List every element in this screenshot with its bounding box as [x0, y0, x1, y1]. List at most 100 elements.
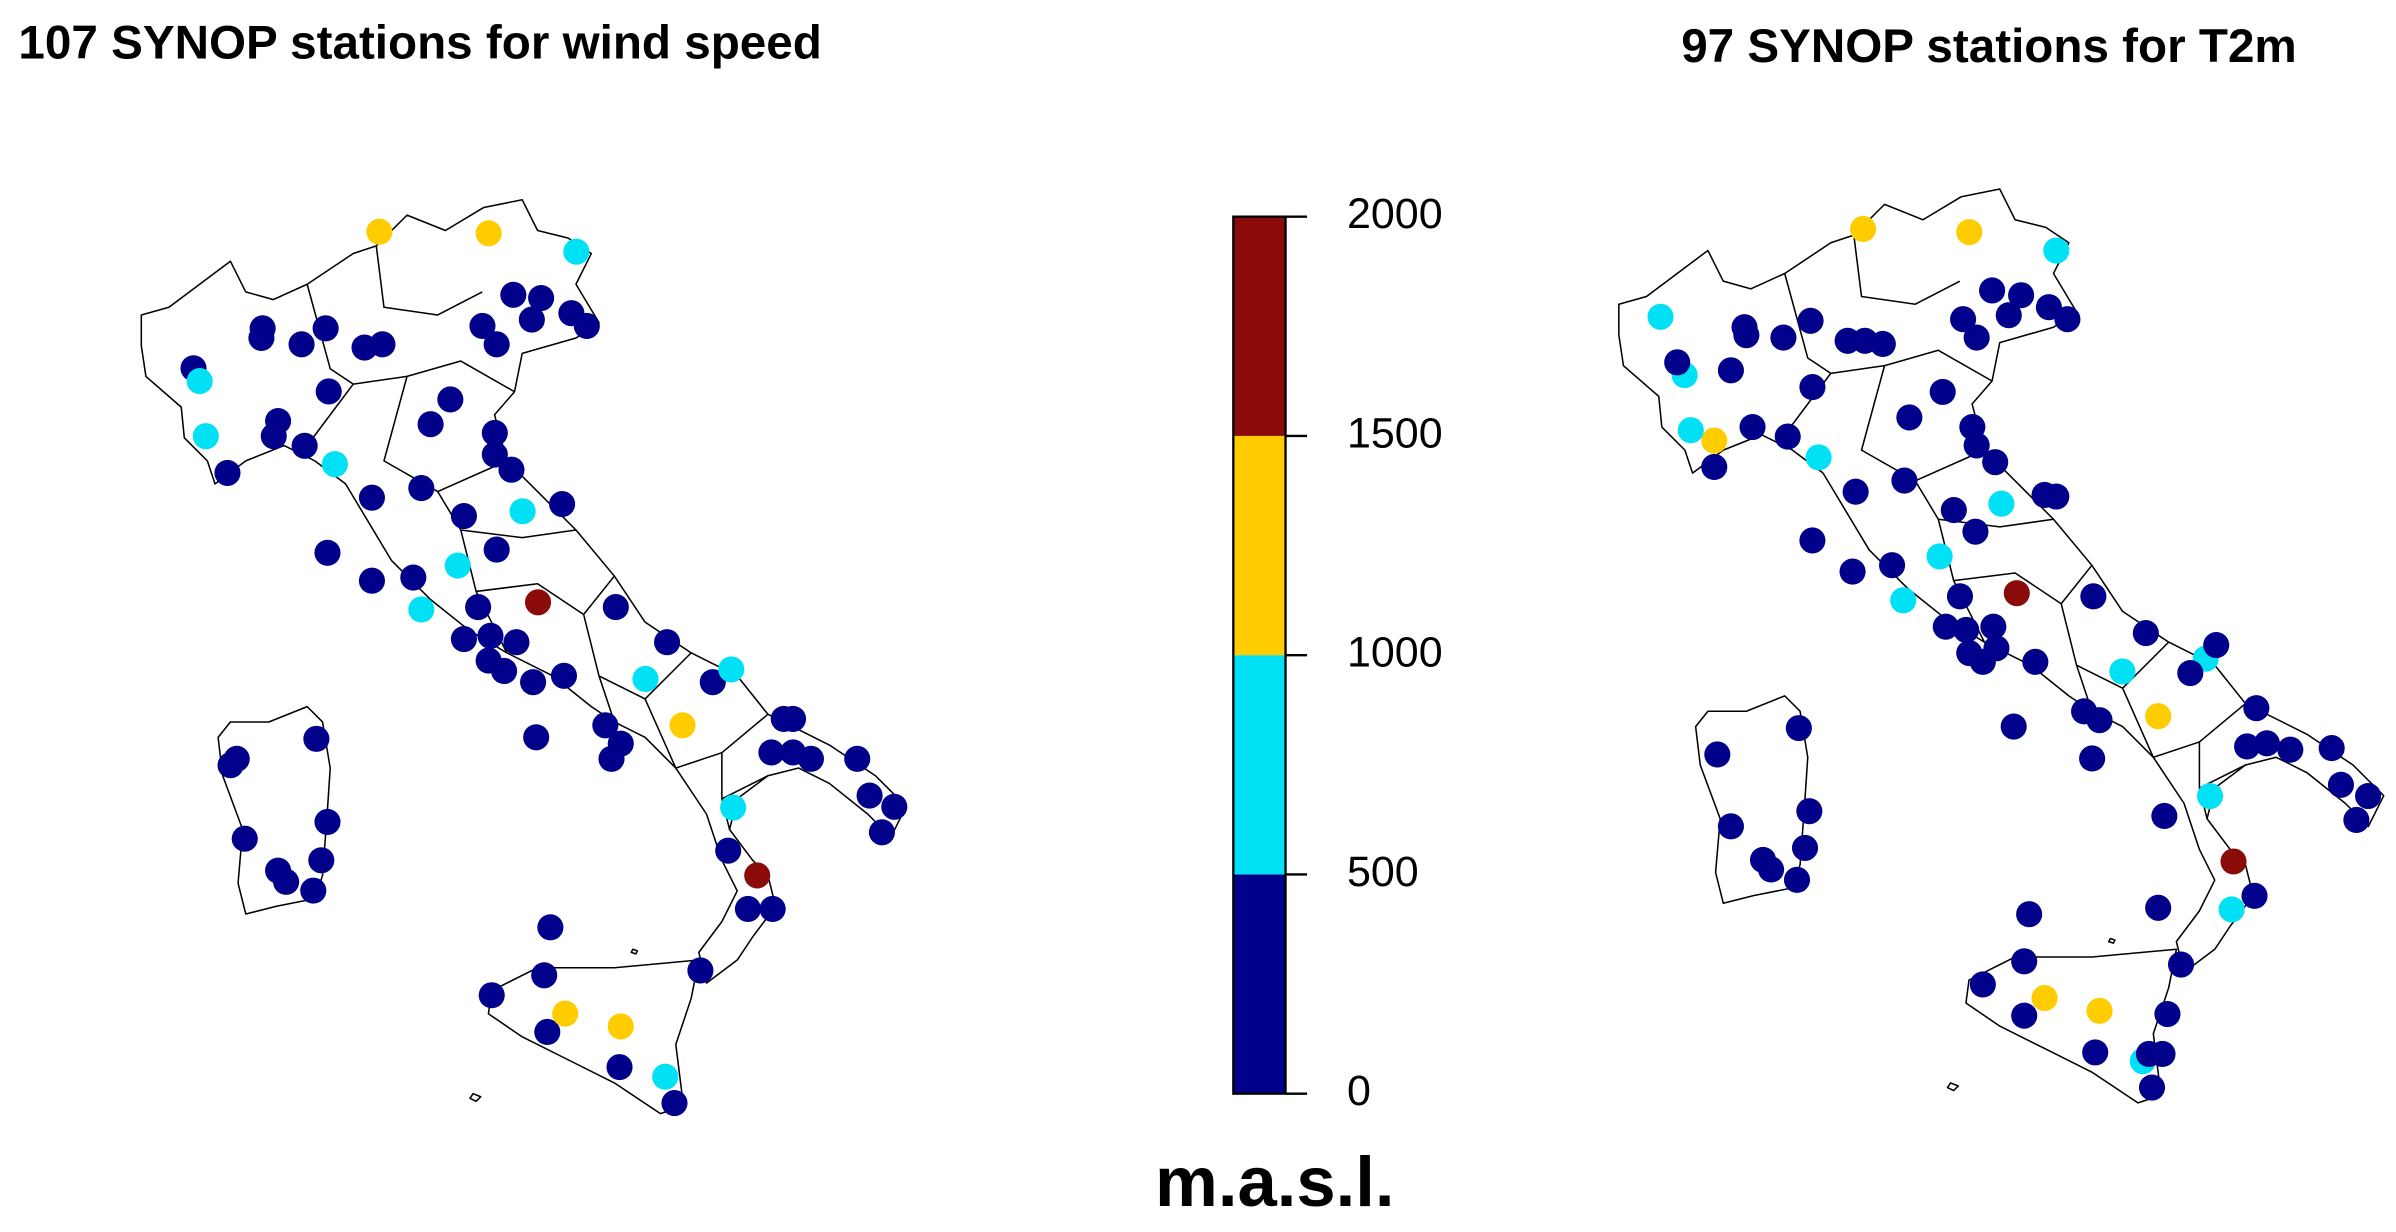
- station: [291, 432, 318, 459]
- station: [2327, 771, 2355, 798]
- station: [552, 1000, 579, 1027]
- station: [652, 1063, 679, 1090]
- station: [509, 498, 536, 525]
- station: [1988, 490, 2015, 517]
- station: [868, 819, 895, 846]
- station: [186, 368, 213, 395]
- station: [1940, 497, 1967, 524]
- station: [314, 539, 341, 566]
- station: [400, 564, 427, 591]
- station: [1739, 413, 1766, 441]
- station: [369, 331, 396, 358]
- station: [483, 331, 510, 358]
- station: [2343, 806, 2370, 834]
- station: [2132, 620, 2159, 647]
- station: [260, 423, 287, 450]
- station: [720, 794, 747, 821]
- station: [2220, 848, 2247, 875]
- station: [1677, 417, 1704, 444]
- station: [483, 536, 510, 563]
- station: [2082, 1039, 2109, 1066]
- station: [1799, 374, 1826, 401]
- station: [2000, 713, 2027, 740]
- station: [469, 312, 496, 340]
- station: [312, 315, 339, 342]
- station: [500, 281, 527, 308]
- station: [1797, 307, 1824, 334]
- station: [2203, 632, 2230, 659]
- station: [214, 459, 241, 486]
- station: [797, 745, 824, 772]
- station: [1891, 467, 1918, 494]
- colorbar: 0 500 1000 1500 2000 m.a.s.l.: [1155, 190, 1443, 1221]
- station: [2218, 896, 2245, 923]
- station: [734, 895, 762, 923]
- station: [2086, 707, 2113, 734]
- station: [758, 739, 785, 766]
- station: [1704, 741, 1731, 768]
- station: [1799, 527, 1826, 554]
- station: [2234, 733, 2261, 760]
- station: [437, 386, 464, 413]
- station: [321, 451, 348, 478]
- station: [408, 596, 435, 623]
- colorbar-tick-label: 1500: [1347, 409, 1443, 457]
- station: [248, 324, 275, 351]
- station: [477, 622, 504, 649]
- colorbar-tick-label: 0: [1347, 1067, 1371, 1115]
- colorbar-segment: [1233, 435, 1286, 656]
- station: [1647, 303, 1674, 330]
- station: [2241, 882, 2268, 909]
- station: [1963, 432, 1990, 459]
- station: [2035, 294, 2062, 321]
- station: [1946, 583, 1974, 610]
- station: [607, 1013, 634, 1040]
- map-title: 97 SYNOP stations for T2m: [1681, 20, 2297, 73]
- station: [2243, 695, 2270, 722]
- station: [1664, 349, 1691, 376]
- station: [223, 745, 250, 772]
- station: [669, 712, 696, 739]
- station: [699, 669, 726, 696]
- station: [2151, 802, 2178, 830]
- station: [1805, 444, 1832, 471]
- station: [1850, 215, 1877, 243]
- station: [573, 312, 600, 340]
- colorbar-tick-label: 2000: [1347, 190, 1443, 238]
- station: [1953, 616, 1980, 643]
- map-panel: 107 SYNOP stations for wind speed: [18, 17, 908, 1117]
- station: [2145, 703, 2172, 730]
- station: [358, 567, 385, 594]
- station: [1758, 856, 1785, 883]
- station: [478, 982, 505, 1009]
- station: [491, 657, 518, 685]
- station: [718, 656, 745, 683]
- station: [2086, 997, 2113, 1024]
- colorbar-segment: [1233, 216, 1286, 436]
- station: [2109, 658, 2136, 685]
- station: [1983, 635, 2010, 662]
- station: [661, 1090, 688, 1117]
- station: [1796, 798, 1823, 825]
- station: [1932, 613, 1959, 640]
- station: [2003, 580, 2030, 607]
- colorbar-tick-label: 500: [1347, 848, 1419, 896]
- colorbar-tick-label: 1000: [1347, 629, 1443, 677]
- station: [1733, 322, 1760, 349]
- station: [1926, 543, 1953, 570]
- station: [1770, 324, 1797, 351]
- station: [417, 411, 444, 438]
- station: [503, 629, 530, 656]
- station: [2145, 894, 2172, 921]
- station: [2253, 730, 2280, 757]
- station: [1980, 613, 2007, 640]
- station: [498, 456, 525, 483]
- map-title: 107 SYNOP stations for wind speed: [18, 17, 821, 70]
- station: [1701, 427, 1728, 454]
- station: [300, 877, 327, 904]
- station: [856, 782, 883, 809]
- station: [481, 441, 508, 468]
- station: [2318, 735, 2345, 762]
- station: [1869, 330, 1896, 358]
